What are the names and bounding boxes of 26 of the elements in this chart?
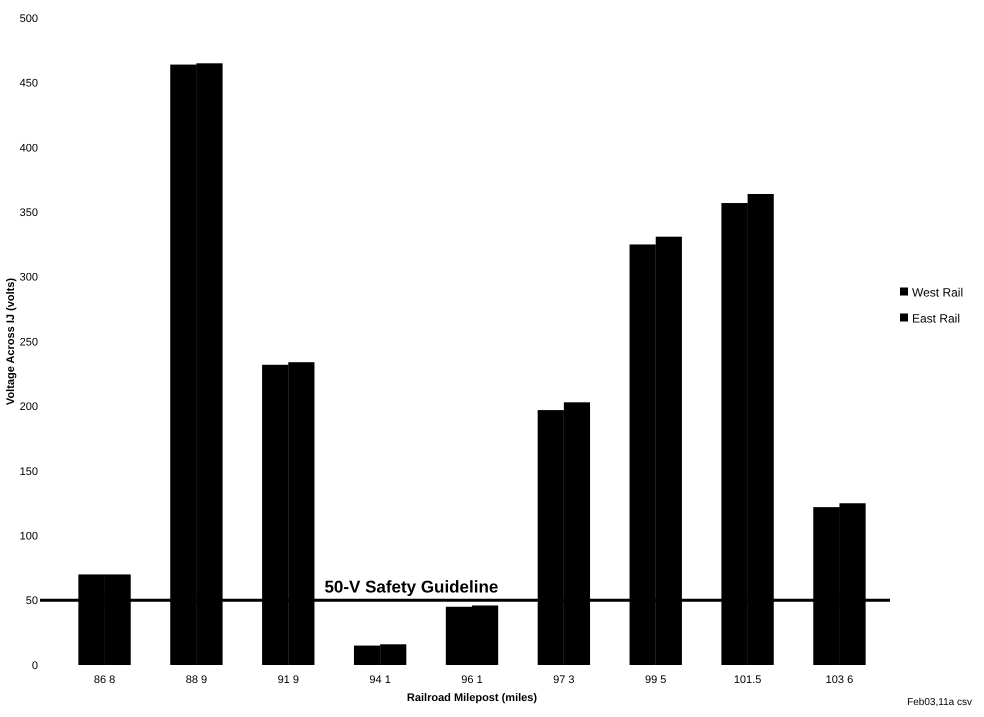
x-tick-label: 97 3 (553, 674, 575, 686)
x-tick-label: 94 1 (369, 674, 391, 686)
x-tick-label: 103 6 (826, 674, 854, 686)
y-tick-label: 450 (20, 78, 38, 90)
y-tick-label: 100 (20, 530, 38, 542)
x-axis-title: Railroad Milepost (miles) (406, 692, 538, 704)
y-tick-label: 500 (20, 12, 38, 25)
x-tick-label: 99 5 (645, 674, 666, 686)
x-tick-label: 91 9 (278, 674, 299, 686)
text: Feb03,11a csv (907, 697, 972, 708)
y-axis-title: Voltage Across IJ (volts) (5, 278, 17, 406)
legend-label: West Rail (912, 286, 964, 300)
y-tick-label: 200 (20, 401, 38, 414)
x-tick-label: 86 8 (94, 674, 116, 686)
y-tick-label: 350 (20, 206, 38, 219)
y-tick-label: 50 (26, 595, 38, 608)
y-tick-label: 250 (20, 336, 38, 348)
legend-label: East Rail (912, 312, 960, 326)
y-tick-label: 0 (32, 660, 38, 672)
x-tick-label: 88 9 (186, 674, 208, 686)
x-tick-label: 96 1 (461, 674, 483, 686)
x-tick-label: 101.5 (734, 674, 762, 686)
y-tick-label: 300 (20, 272, 38, 284)
y-tick-label: 400 (20, 142, 38, 154)
ref-line-label: 50-V Safety Guideline (324, 577, 498, 596)
y-tick-label: 150 (20, 466, 38, 478)
